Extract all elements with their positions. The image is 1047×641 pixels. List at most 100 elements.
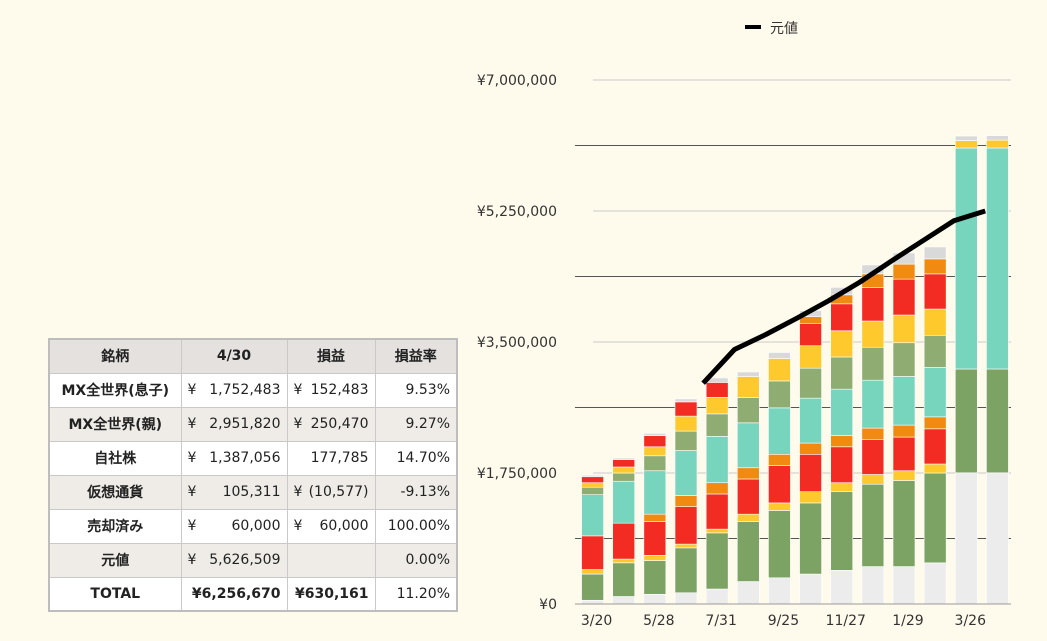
- bar-segment: [861, 346, 885, 381]
- row-rate: 11.20%: [374, 576, 458, 612]
- value-currency: ¥: [187, 484, 197, 500]
- bar-segment: [643, 470, 667, 515]
- row-gain: ¥250,470: [286, 406, 376, 442]
- bar-segment: [892, 566, 916, 605]
- bar-segment: [581, 535, 604, 570]
- y-tick-label: ¥5,250,000: [477, 204, 557, 220]
- bar-segment: [923, 463, 947, 474]
- bar-segment: [830, 446, 854, 484]
- bar-segment: [954, 368, 978, 474]
- bar-segment: [643, 593, 667, 605]
- bar-segment: [923, 416, 947, 430]
- bar-segment: [581, 494, 604, 537]
- table-row: MX全世界(息子) ¥1,752,483 ¥152,483 9.53%: [48, 372, 458, 408]
- bar-segment: [612, 472, 636, 482]
- bar-segment: [705, 482, 729, 495]
- bar-segment: [861, 483, 885, 567]
- bar-segment: [736, 397, 760, 424]
- table-header-row: 銘柄 4/30 損益 損益率: [48, 338, 458, 374]
- bar-segment: [923, 308, 947, 336]
- gain-amount: 152,483: [310, 382, 369, 398]
- bar-segment: [643, 433, 667, 436]
- x-tick-label: 3/20: [581, 613, 612, 629]
- bar-segment: [736, 513, 760, 522]
- bar-segment: [986, 472, 1009, 605]
- bar-segment: [736, 467, 760, 480]
- table-row: 仮想通貨 ¥105,311 ¥ (10,577) -9.13%: [48, 474, 458, 510]
- bar-segment: [705, 397, 729, 415]
- x-tick-label: 3/26: [955, 613, 987, 629]
- bar-segment: [643, 521, 667, 556]
- bar-segment: [674, 450, 698, 496]
- bar-segment: [705, 532, 729, 590]
- bar-segment: [581, 486, 604, 496]
- bar-segment: [861, 474, 885, 485]
- bar-segment: [674, 543, 698, 549]
- bar-segment: [892, 424, 916, 438]
- bar-segment: [923, 472, 947, 564]
- row-value: ¥1,752,483: [180, 372, 288, 408]
- value-currency: ¥: [187, 416, 197, 432]
- table-row: MX全世界(親) ¥2,951,820 ¥250,470 9.27%: [48, 406, 458, 442]
- bar-segment: [674, 592, 698, 605]
- row-value: ¥105,311: [180, 474, 288, 510]
- portfolio-table-wrap: 銘柄 4/30 損益 損益率 MX全世界(息子) ¥1,752,483 ¥152,4…: [48, 338, 458, 612]
- x-tick-label: 7/31: [705, 613, 736, 629]
- value-currency: ¥: [187, 382, 197, 398]
- bar-segment: [830, 570, 854, 605]
- row-name: 元値: [48, 542, 182, 578]
- row-value: ¥2,951,820: [180, 406, 288, 442]
- bar-segment: [799, 397, 822, 444]
- bar-segment: [861, 379, 885, 429]
- row-rate: 100.00%: [374, 508, 458, 544]
- bar-segment: [612, 558, 636, 564]
- bar-segment: [923, 428, 947, 465]
- bar-segment: [736, 376, 760, 398]
- bar-segment: [768, 380, 791, 409]
- bar-segment: [768, 577, 791, 605]
- row-value: ¥1,387,056: [180, 440, 288, 476]
- bar-segment: [954, 472, 978, 605]
- bar-segment: [799, 345, 822, 369]
- y-tick-label: ¥0: [539, 597, 557, 613]
- bar-segment: [736, 422, 760, 469]
- bar-segment: [892, 278, 916, 316]
- row-name: 売却済み: [48, 508, 182, 544]
- bar-segment: [705, 413, 729, 437]
- gain-amount: 250,470: [310, 416, 369, 432]
- bar-segment: [612, 480, 636, 524]
- bar-segment: [892, 342, 916, 377]
- table-row: TOTAL ¥6,256,670 ¥630,161 11.20%: [48, 576, 458, 612]
- gain-amount: ¥630,161: [294, 585, 369, 602]
- bar-segment: [705, 382, 729, 398]
- row-gain: ¥60,000: [286, 508, 376, 544]
- bar-segment: [643, 455, 667, 472]
- value-amount: 105,311: [222, 484, 281, 500]
- bar-segment: [612, 562, 636, 597]
- bar-segment: [892, 436, 916, 472]
- y-tick-label: ¥3,500,000: [477, 335, 557, 351]
- gain-amount: 60,000: [319, 518, 369, 534]
- line-series-genka: [701, 208, 986, 385]
- bar-segment: [736, 521, 760, 582]
- portfolio-table: 銘柄 4/30 損益 損益率 MX全世界(息子) ¥1,752,483 ¥152,4…: [48, 338, 458, 612]
- row-gain: ¥630,161: [286, 576, 376, 612]
- table-row: 自社株 ¥1,387,056 177,785 14.70%: [48, 440, 458, 476]
- bar-segment: [581, 482, 604, 488]
- row-name: MX全世界(息子): [48, 372, 182, 408]
- bar-segment: [768, 510, 791, 579]
- bar-segment: [581, 599, 604, 605]
- bar-segment: [986, 135, 1009, 141]
- bar-segment: [830, 303, 854, 332]
- row-name: TOTAL: [48, 576, 182, 612]
- bar-segment: [674, 430, 698, 451]
- bar-segment: [986, 139, 1009, 149]
- row-value: ¥60,000: [180, 508, 288, 544]
- bar-segment: [954, 147, 978, 370]
- bar-segment: [830, 356, 854, 390]
- bar-segment: [861, 320, 885, 348]
- row-gain: 177,785: [286, 440, 376, 476]
- bar-segment: [923, 273, 947, 310]
- x-tick-label: 11/27: [826, 613, 866, 629]
